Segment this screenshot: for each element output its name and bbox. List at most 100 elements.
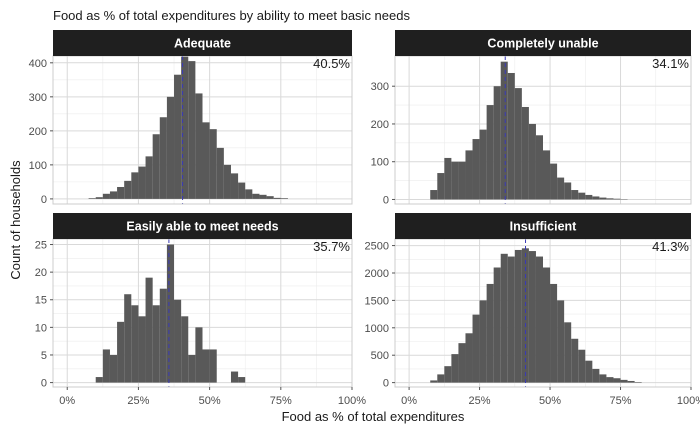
facet-panel: Insufficient 41.3% 0 500 1000 1500 2000 2500 0% 2…	[365, 213, 700, 407]
histogram-bar	[620, 379, 628, 383]
histogram-bar	[259, 194, 267, 199]
histogram-bar	[557, 300, 565, 383]
histogram-bar	[430, 380, 438, 383]
chart-title: Food as % of total expenditures by abili…	[53, 8, 410, 23]
facet-strip-label: Completely unable	[487, 37, 598, 51]
histogram-bar	[209, 129, 217, 199]
y-tick-label: 0	[383, 194, 389, 206]
histogram-bar	[437, 173, 445, 200]
histogram-bar	[557, 177, 565, 200]
histogram-bar	[223, 164, 231, 199]
histogram-bar	[535, 256, 543, 383]
histogram-bar	[444, 366, 452, 383]
mean-annotation: 40.5%	[313, 56, 350, 71]
histogram-bar	[528, 123, 536, 200]
histogram-bar	[634, 382, 642, 383]
histogram-bar	[472, 139, 480, 200]
histogram-bar	[451, 161, 459, 200]
histogram-bar	[479, 300, 487, 383]
histogram-bar	[578, 349, 586, 383]
histogram-bar	[458, 343, 466, 383]
facet-strip	[395, 213, 691, 239]
histogram-bar	[507, 256, 515, 383]
y-tick-label: 100	[371, 157, 389, 169]
histogram-bar	[145, 156, 153, 199]
histogram-bar	[273, 197, 281, 199]
facet-strip	[53, 30, 352, 56]
y-tick-label: 2500	[365, 241, 389, 253]
histogram-bar	[550, 283, 558, 383]
x-tick-label: 75%	[270, 395, 292, 407]
histogram-bar	[280, 198, 288, 199]
histogram-bar	[451, 354, 459, 383]
facet-panel: Adequate 40.5% 0 100 200 300 400	[29, 30, 353, 206]
facet-strip	[53, 213, 352, 239]
histogram-bar	[266, 196, 274, 199]
histogram-bar	[564, 322, 572, 383]
x-tick-label: 0%	[401, 395, 417, 407]
histogram-bar	[613, 198, 621, 200]
histogram-bar	[465, 150, 473, 200]
facet-panel: Completely unable 34.1% 0 100 200 300	[371, 30, 692, 206]
y-tick-label: 15	[35, 295, 47, 307]
histogram-bar	[592, 196, 600, 200]
histogram-bar	[131, 305, 139, 383]
histogram-bar	[437, 374, 445, 383]
histogram-bar	[245, 189, 253, 199]
histogram-bar	[514, 249, 522, 383]
histogram-bar	[166, 244, 175, 383]
y-tick-label: 25	[35, 240, 47, 252]
histogram-bar	[109, 191, 118, 199]
histogram-bar	[458, 161, 466, 200]
histogram-bar	[514, 88, 522, 200]
histogram-bar	[507, 72, 515, 200]
histogram-bar	[216, 147, 224, 199]
x-tick-label: 0%	[59, 395, 75, 407]
x-tick-label: 50%	[539, 395, 561, 407]
histogram-bar	[174, 299, 182, 383]
histogram-bar	[613, 378, 621, 383]
histogram-bar	[500, 61, 508, 200]
histogram-bar	[152, 305, 160, 383]
histogram-bar	[472, 314, 480, 383]
histogram-bar	[592, 368, 600, 383]
x-tick-label: 100%	[677, 395, 700, 407]
y-tick-label: 0	[383, 378, 389, 390]
mean-annotation: 34.1%	[652, 56, 689, 71]
histogram-bar	[238, 377, 246, 383]
histogram-bar	[521, 106, 529, 200]
histogram-bar	[252, 193, 260, 199]
histogram-bar	[535, 135, 543, 200]
y-tick-label: 10	[35, 322, 47, 334]
facet-strip-label: Adequate	[174, 37, 231, 51]
facet-strip-label: Insufficient	[510, 220, 578, 234]
histogram-bar	[444, 157, 452, 200]
histogram-bar	[571, 190, 579, 200]
histogram-bar	[430, 190, 438, 200]
y-tick-label: 200	[371, 119, 389, 131]
histogram-bar	[606, 377, 614, 383]
facet-strip	[395, 30, 691, 56]
y-tick-label: 400	[29, 58, 47, 70]
y-tick-label: 200	[29, 126, 47, 138]
histogram-bar	[564, 182, 572, 200]
histogram-bar	[627, 380, 635, 383]
histogram-bar	[493, 86, 501, 200]
x-tick-label: 50%	[199, 395, 221, 407]
histogram-bar	[599, 197, 607, 200]
histogram-bar	[195, 327, 203, 383]
histogram-bar	[138, 316, 146, 383]
histogram-bar	[131, 172, 139, 199]
y-tick-label: 5	[41, 350, 47, 362]
histogram-bar	[238, 182, 246, 199]
x-tick-label: 25%	[469, 395, 491, 407]
histogram-bar	[585, 194, 593, 200]
histogram-bar	[202, 349, 210, 383]
histogram-bar	[500, 253, 508, 383]
histogram-bar	[95, 377, 103, 383]
histogram-bar	[543, 150, 551, 200]
y-tick-label: 100	[29, 160, 47, 172]
histogram-bar	[599, 374, 607, 383]
y-tick-label: 20	[35, 267, 47, 279]
